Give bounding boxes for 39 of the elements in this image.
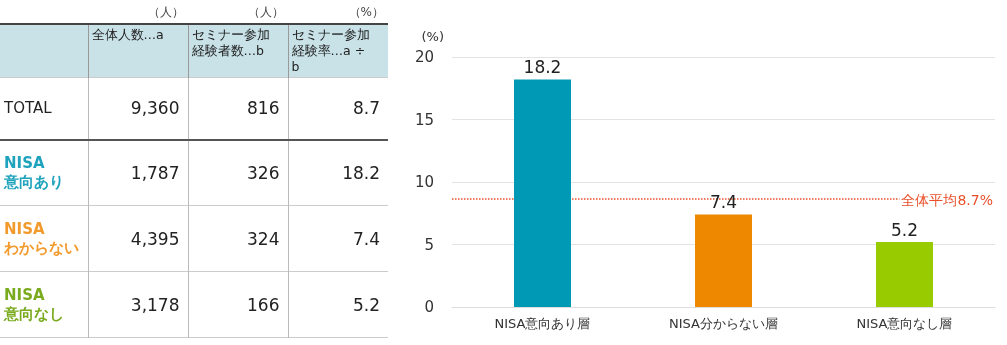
bar	[514, 79, 571, 307]
x-tick-label: NISA分からない層	[669, 316, 778, 331]
y-tick-label: 20	[414, 48, 434, 66]
category-label: NISAわからない	[4, 219, 79, 257]
text: 166	[247, 294, 280, 315]
category-label: TOTAL	[4, 98, 52, 117]
y-tick-label: 10	[414, 173, 434, 191]
ref-line-label: 全体平均8.7%	[901, 192, 993, 209]
y-tick-label: 5	[424, 235, 434, 254]
text: 8.7	[352, 98, 380, 119]
text: 324	[247, 228, 280, 249]
category-label: NISA意向なし	[4, 285, 64, 323]
text: 816	[247, 98, 280, 119]
data-label: 18.2	[523, 57, 562, 77]
text: （人）	[147, 4, 185, 21]
category-label: 全体人数…a	[91, 27, 165, 43]
text: （人）	[247, 4, 285, 21]
y-tick-label: 15	[414, 110, 434, 129]
text: 1,787	[130, 162, 180, 183]
bar	[695, 214, 752, 307]
y-tick-label: 0	[424, 298, 434, 316]
category-label: NISA意向あり	[4, 153, 64, 191]
text: 326	[247, 162, 280, 183]
y-axis-title: (%)	[421, 29, 444, 44]
text: （%）	[347, 4, 385, 21]
x-tick-label: NISA意向なし層	[856, 316, 953, 331]
text: 9,360	[130, 98, 180, 119]
text: 3,178	[130, 294, 180, 315]
category-label: セミナー参加経験者数…b	[191, 27, 271, 59]
text: 7.4	[352, 228, 380, 249]
x-tick-label: NISA意向あり層	[494, 316, 591, 331]
table-header-fill: 全体人数…a セミナー参加経験者数…b セミナー参加経験率…a ÷ b	[0, 24, 388, 78]
text: 18.2	[342, 162, 380, 183]
text: 4,395	[130, 228, 180, 249]
data-label: 7.4	[709, 192, 738, 212]
text: 5.2	[352, 294, 380, 315]
data-label: 5.2	[890, 219, 919, 240]
bar	[876, 242, 933, 307]
category-label: セミナー参加経験率…a ÷ b	[291, 27, 371, 75]
